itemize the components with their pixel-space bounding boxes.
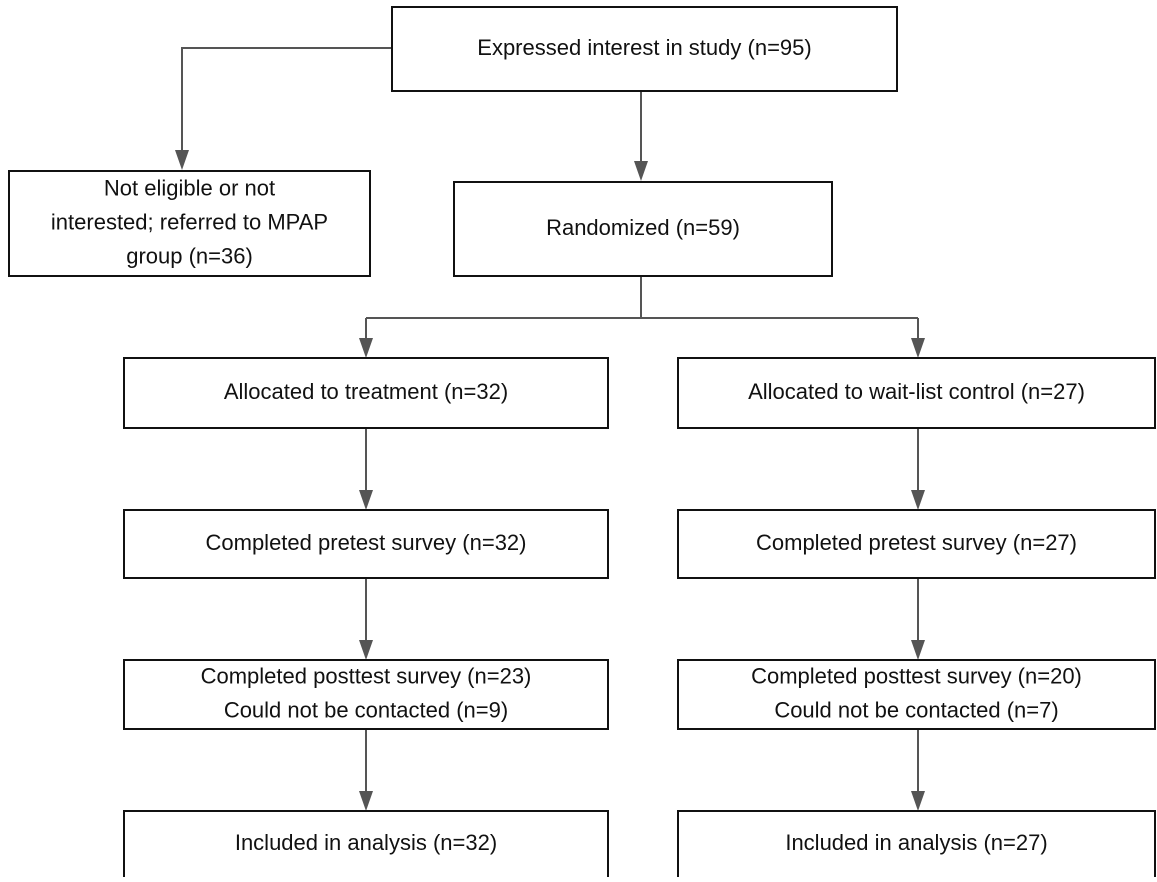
arrowhead (359, 640, 373, 660)
node-box (123, 810, 609, 882)
node-box (123, 357, 609, 429)
node-label: Completed posttest survey (n=23) (201, 663, 532, 688)
node-box (677, 810, 1156, 882)
node-label: Could not be contacted (n=7) (774, 697, 1058, 722)
node-label: Included in analysis (n=27) (785, 830, 1047, 855)
arrowhead (911, 338, 925, 358)
node-label: Randomized (n=59) (546, 215, 740, 240)
node-box (677, 357, 1156, 429)
node-label: Allocated to treatment (n=32) (224, 379, 508, 404)
node-box (8, 170, 371, 277)
connectors (175, 47, 925, 811)
arrowhead (359, 490, 373, 510)
node-label: Completed posttest survey (n=20) (751, 663, 1082, 688)
node-box (391, 6, 898, 92)
node-label: Not eligible or not (104, 175, 275, 200)
node-label: interested; referred to MPAP (51, 209, 328, 234)
node-box (677, 509, 1156, 579)
arrowhead (911, 490, 925, 510)
arrowhead (911, 640, 925, 660)
node-label: Expressed interest in study (n=95) (477, 35, 811, 60)
node-label: Included in analysis (n=32) (235, 830, 497, 855)
arrowhead (175, 150, 189, 170)
connector (365, 428, 919, 791)
arrowhead (359, 791, 373, 811)
node-label: Completed pretest survey (n=27) (756, 530, 1077, 555)
node-box (123, 509, 609, 579)
node-box (677, 659, 1156, 730)
arrowhead (911, 791, 925, 811)
node-label: group (n=36) (126, 243, 253, 268)
arrowhead (634, 161, 648, 181)
node-label: Could not be contacted (n=9) (224, 697, 508, 722)
node-label: Completed pretest survey (n=32) (206, 530, 527, 555)
connector (365, 276, 919, 338)
arrowhead (359, 338, 373, 358)
node-label: Allocated to wait-list control (n=27) (748, 379, 1085, 404)
node-box (123, 659, 609, 730)
node-box (453, 181, 833, 277)
connector (181, 47, 392, 150)
